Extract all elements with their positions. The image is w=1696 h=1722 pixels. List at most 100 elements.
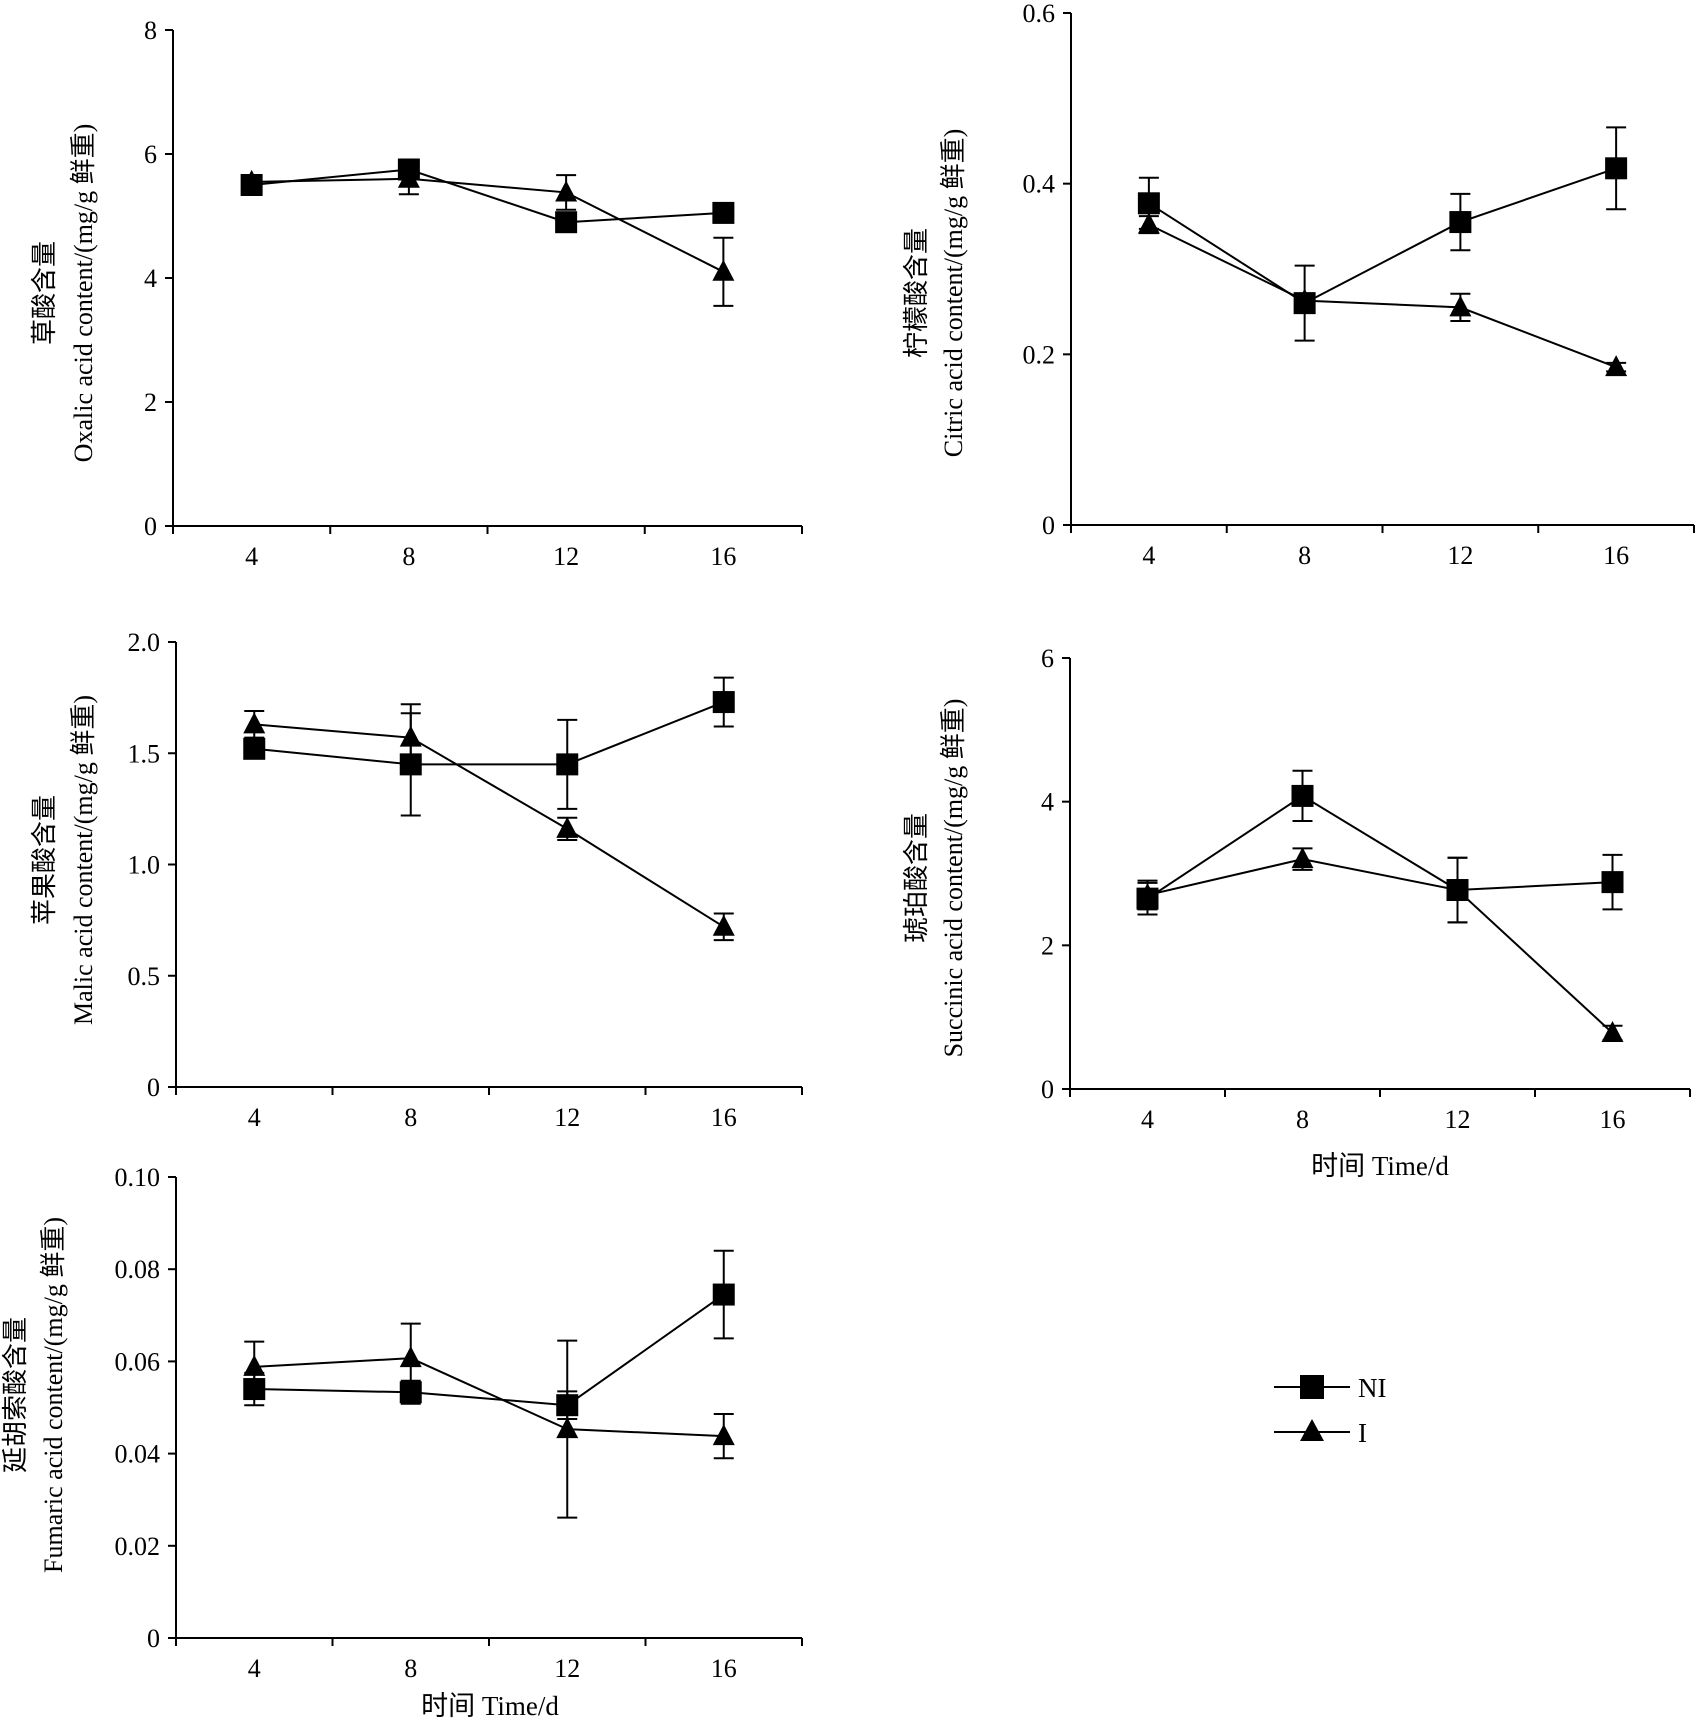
succinic-ni-point (1601, 871, 1624, 894)
oxalic-ni-point (712, 201, 735, 224)
malic-i-point (243, 712, 266, 734)
malic-ni-point (243, 737, 266, 760)
legend: NI I (1274, 1373, 1387, 1448)
legend-i-label: I (1358, 1418, 1367, 1448)
oxalic-i-point (712, 259, 735, 281)
citric-i-point (1449, 295, 1472, 317)
citric-acid-chart: 0 0.2 0.4 0.6 4 8 12 16 柠檬酸含量 Citric acid conte… (902, 0, 1695, 570)
oxalic-x-tick-label: 4 (245, 542, 258, 571)
legend-i-triangle-marker (1300, 1419, 1324, 1441)
citric-x-tick-label: 4 (1142, 541, 1155, 570)
citric-ylabel-cn: 柠檬酸含量 (902, 228, 931, 358)
citric-ylabel-en: Citric acid content/(mg/g 鲜重) (939, 129, 968, 458)
succinic-ni-series-line (1146, 794, 1613, 900)
malic-x-tick-label: 8 (404, 1103, 417, 1132)
legend-ni-label: NI (1358, 1373, 1387, 1403)
fumaric-y-tick-label: 0.10 (115, 1163, 161, 1192)
fumaric-acid-chart: 0 0.02 0.04 0.06 0.08 0.10 4 8 12 16 延胡索酸含量 Fumar… (1, 1163, 803, 1721)
citric-x-tick-label: 8 (1298, 541, 1311, 570)
malic-i-point (399, 725, 422, 747)
oxalic-y-tick-label: 4 (144, 264, 157, 293)
fumaric-y-tick-label: 0.08 (115, 1255, 161, 1284)
succinic-y-tick-label: 6 (1041, 644, 1054, 673)
oxalic-ni-series-line (251, 168, 724, 224)
succinic-ylabel-cn: 琥珀酸含量 (902, 813, 931, 943)
malic-ni-series-line (254, 701, 725, 766)
succinic-x-tick-label: 16 (1600, 1105, 1626, 1134)
succinic-i-point (1446, 878, 1469, 900)
malic-y-tick-label: 0.5 (128, 962, 161, 991)
citric-i-point (1605, 355, 1628, 377)
fumaric-y-tick-label: 0.04 (115, 1440, 161, 1469)
malic-x-tick-label: 4 (248, 1103, 261, 1132)
citric-ni-point (1449, 211, 1472, 234)
malic-ni-point (712, 691, 735, 714)
malic-ni-point (556, 753, 579, 776)
citric-y-tick-label: 0.6 (1023, 0, 1056, 28)
succinic-x-tick-label: 12 (1445, 1105, 1471, 1134)
fumaric-x-tick-label: 4 (248, 1654, 261, 1683)
citric-i-point (1293, 288, 1316, 310)
oxalic-y-tick-label: 6 (144, 140, 157, 169)
succinic-i-point (1291, 847, 1314, 869)
succinic-y-tick-label: 2 (1041, 931, 1054, 960)
fumaric-ylabel-cn: 延胡索酸含量 (1, 1317, 30, 1473)
fumaric-y-tick-label: 0.02 (115, 1532, 161, 1561)
malic-ylabel-cn: 苹果酸含量 (30, 795, 59, 925)
fumaric-ylabel-en: Fumaric acid content/(mg/g 鲜重) (39, 1217, 68, 1573)
succinic-y-tick-label: 4 (1041, 788, 1054, 817)
oxalic-acid-chart: 0 2 4 6 8 4 8 12 16 草酸含量 Oxalic acid content/(mg… (30, 16, 803, 571)
fumaric-i-point (399, 1346, 422, 1368)
malic-acid-chart: 0 0.5 1.0 1.5 2.0 4 8 12 16 苹果酸含量 Malic acid con… (30, 628, 803, 1132)
succinic-ylabel-en: Succinic acid content/(mg/g 鲜重) (939, 699, 968, 1058)
succinic-y-tick-label: 0 (1041, 1075, 1054, 1104)
oxalic-i-point (397, 166, 420, 188)
citric-y-tick-label: 0.4 (1023, 170, 1056, 199)
citric-ni-point (1605, 157, 1628, 180)
succinic-i-point (1601, 1020, 1624, 1042)
citric-x-tick-label: 12 (1447, 541, 1473, 570)
legend-ni-square-marker (1300, 1375, 1324, 1399)
succinic-i-series-line (1147, 858, 1614, 1034)
fumaric-x-tick-label: 12 (554, 1654, 580, 1683)
fumaric-i-point (243, 1354, 266, 1376)
citric-i-point (1137, 212, 1160, 234)
oxalic-x-tick-label: 16 (710, 542, 736, 571)
fumaric-i-series-line (254, 1357, 724, 1438)
malic-y-tick-label: 2.0 (128, 628, 161, 657)
fumaric-y-tick-label: 0.06 (115, 1347, 161, 1376)
fumaric-i-point (556, 1417, 579, 1439)
malic-ylabel-en: Malic acid content/(mg/g 鲜重) (69, 695, 98, 1025)
succinic-ni-point (1291, 784, 1314, 807)
oxalic-i-point (555, 180, 578, 202)
succinic-xlabel: 时间 Time/d (1311, 1151, 1449, 1181)
fumaric-ni-series-line (254, 1293, 725, 1407)
oxalic-x-tick-label: 12 (553, 542, 579, 571)
succinic-x-tick-label: 8 (1296, 1105, 1309, 1134)
fumaric-x-tick-label: 8 (404, 1654, 417, 1683)
malic-x-tick-label: 12 (554, 1103, 580, 1132)
fumaric-y-tick-label: 0 (147, 1624, 160, 1653)
oxalic-i-series-line (251, 177, 724, 273)
malic-y-tick-label: 1.0 (128, 851, 161, 880)
citric-ni-series-line (1148, 167, 1617, 305)
malic-i-point (556, 816, 579, 838)
malic-y-tick-label: 1.5 (128, 739, 161, 768)
citric-ni-point (1137, 192, 1160, 215)
malic-i-point (712, 914, 735, 936)
malic-y-tick-label: 0 (147, 1073, 160, 1102)
malic-x-tick-label: 16 (711, 1103, 737, 1132)
oxalic-y-tick-label: 8 (144, 16, 157, 45)
oxalic-y-tick-label: 2 (144, 388, 157, 417)
succinic-acid-chart: 0 2 4 6 4 8 12 16 琥珀酸含量 Succinic acid content/(… (902, 644, 1691, 1181)
fumaric-ni-point (712, 1283, 735, 1306)
citric-x-tick-label: 16 (1603, 541, 1629, 570)
malic-i-series-line (254, 723, 725, 928)
fumaric-x-tick-label: 16 (711, 1654, 737, 1683)
succinic-i-point (1136, 883, 1159, 905)
oxalic-x-tick-label: 8 (402, 542, 415, 571)
oxalic-i-point (240, 169, 263, 191)
citric-y-tick-label: 0 (1042, 511, 1055, 540)
citric-i-series-line (1148, 223, 1617, 369)
